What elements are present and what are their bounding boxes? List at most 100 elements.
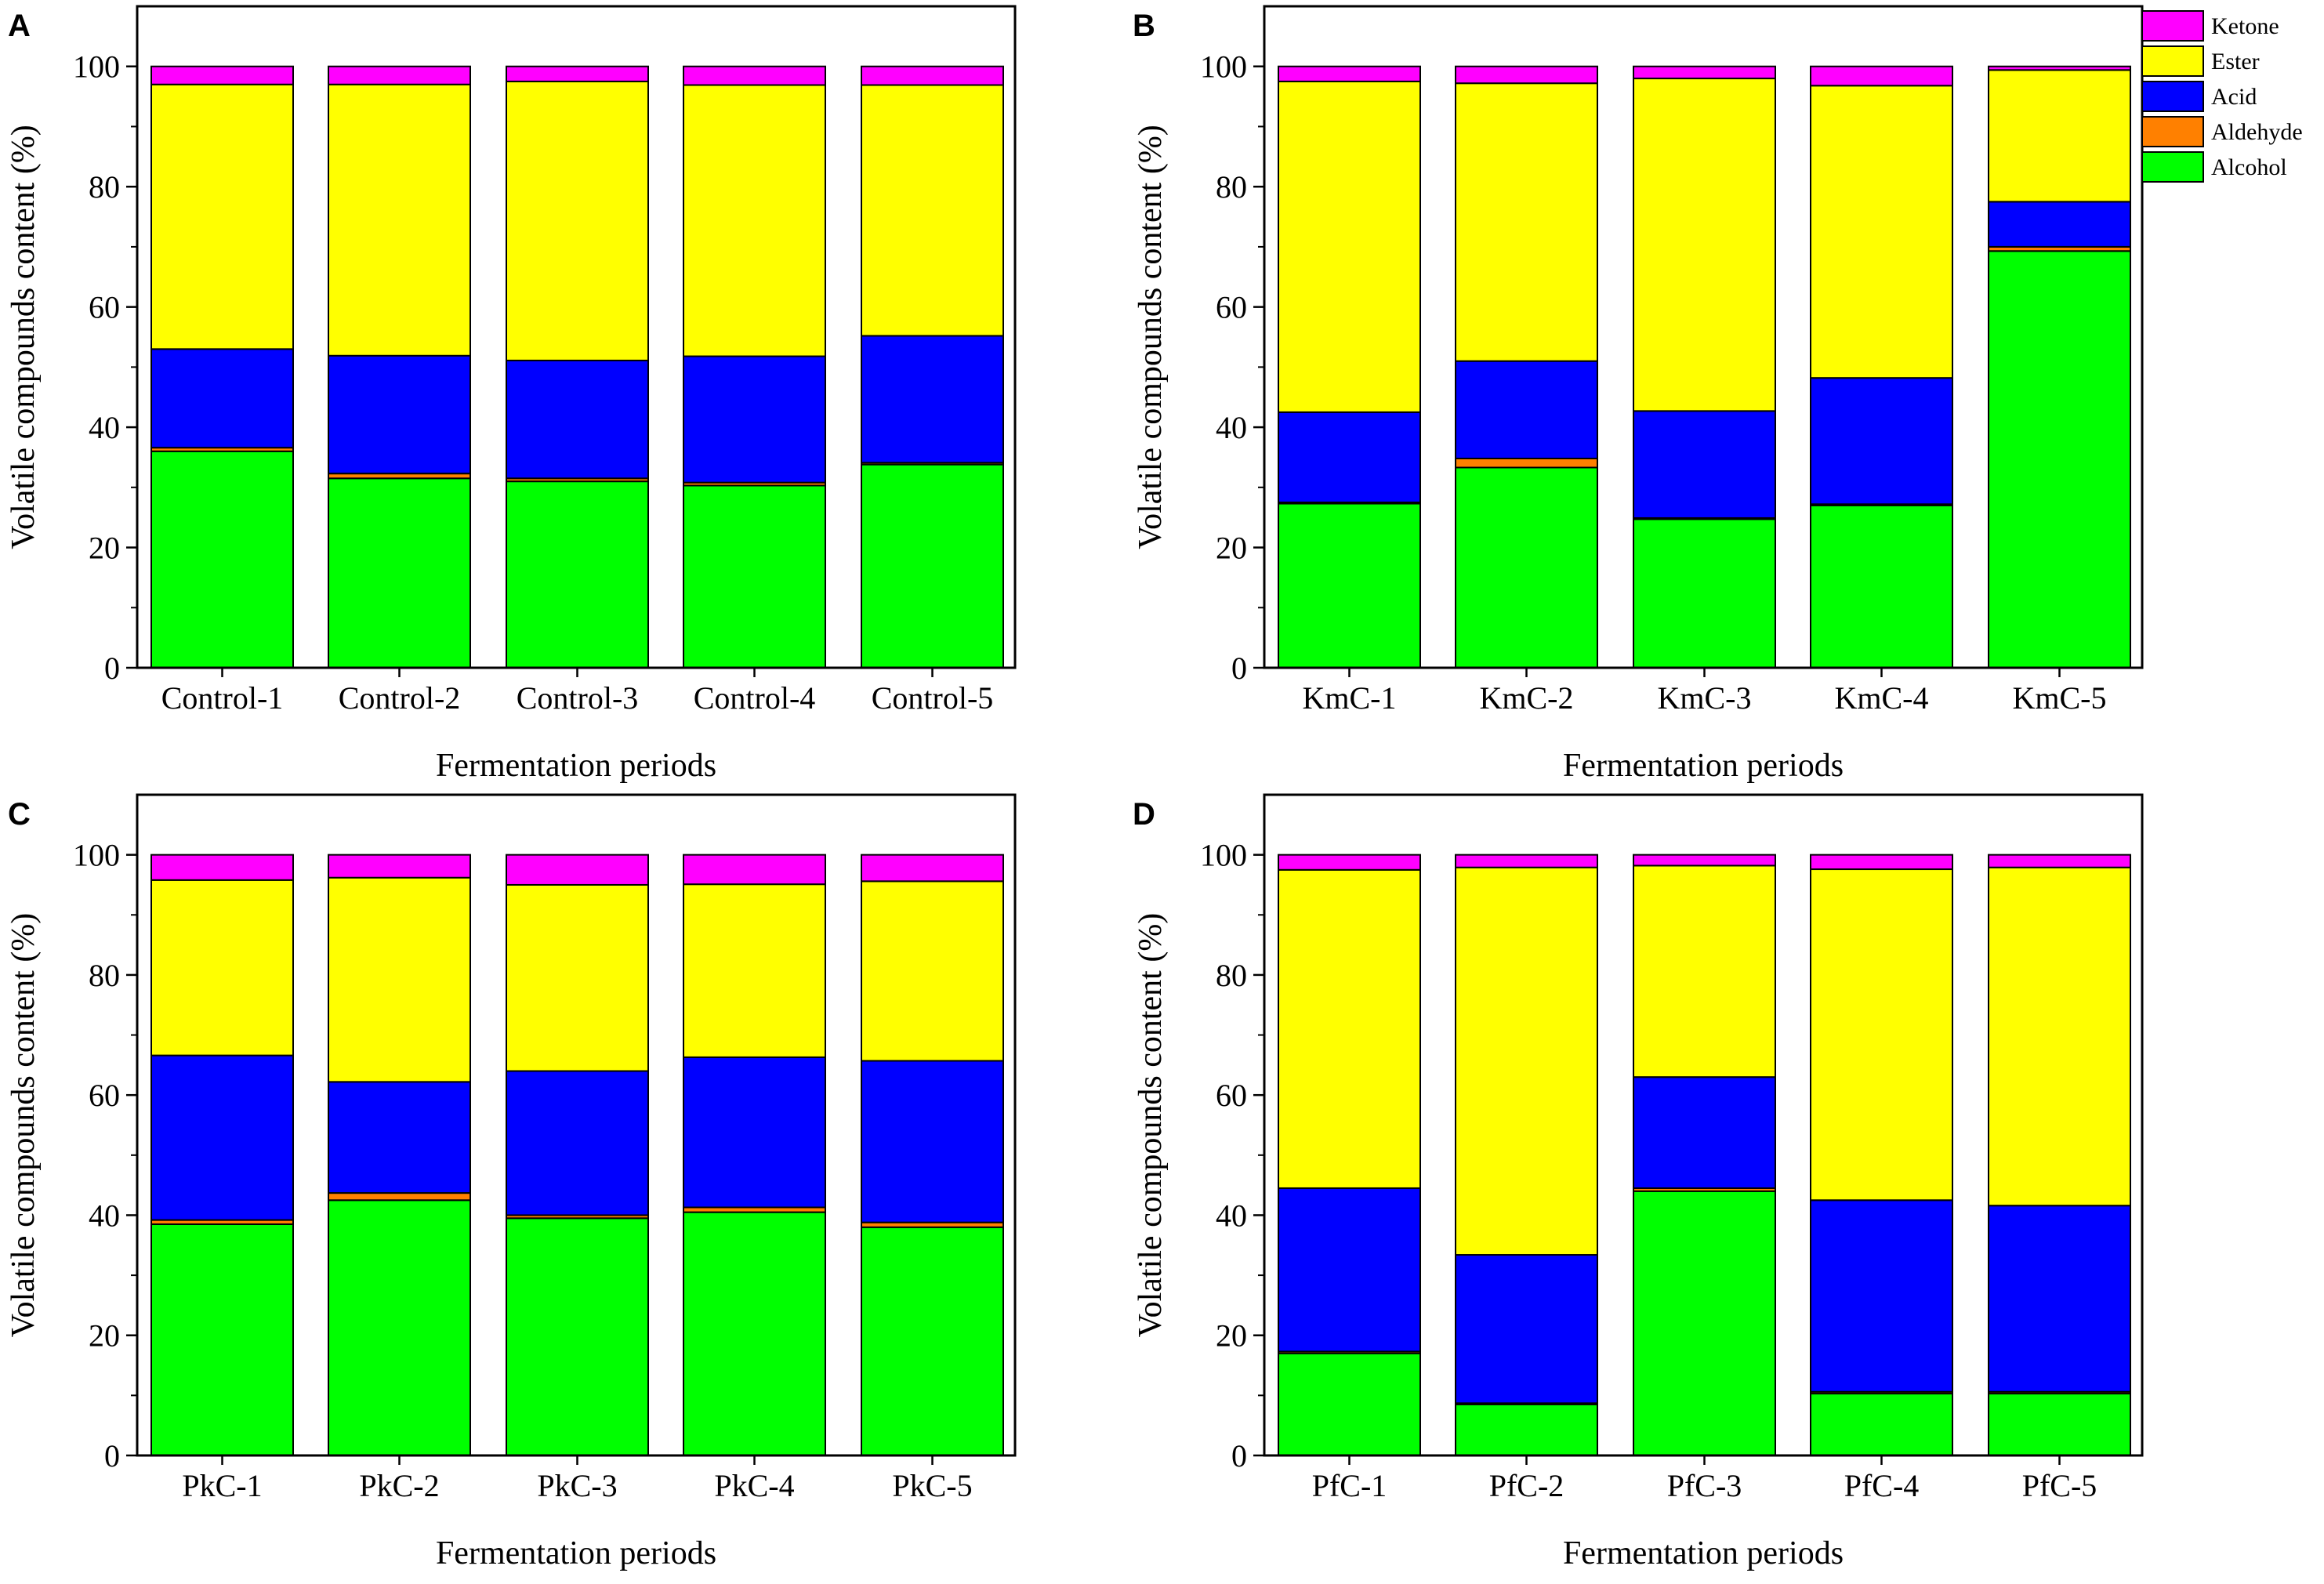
bar-segment-alcohol	[150, 450, 294, 669]
y-axis-title: Volatile compounds content (%)	[5, 125, 42, 549]
bar-segment-acid	[1278, 411, 1421, 504]
x-axis-title: Fermentation periods	[1563, 1535, 1844, 1571]
x-tick-label: KmC-4	[1835, 680, 1929, 716]
bar-segment-acid	[328, 354, 471, 475]
legend-label-ester: Ester	[2211, 49, 2260, 74]
legend-swatch-ester	[2141, 45, 2204, 77]
bar-segment-acid	[1988, 201, 2131, 248]
bar-segment-ester	[1633, 864, 1776, 1078]
y-tick-label: 0	[1231, 1438, 1247, 1473]
bar-segment-ester	[506, 883, 649, 1072]
bar-segment-alcohol	[1455, 466, 1598, 669]
bar-segment-acid	[683, 355, 826, 484]
bar-segment-ester	[1278, 80, 1421, 413]
bar-segment-ester	[1455, 866, 1598, 1256]
x-tick-label: PfC-2	[1489, 1468, 1564, 1503]
x-tick-label: PkC-1	[182, 1468, 262, 1503]
bar-segment-ester	[506, 80, 649, 361]
y-tick-label: 80	[89, 958, 120, 993]
panel-letter: C	[8, 797, 31, 832]
axes-frame	[1263, 5, 2144, 669]
chart-panel-a: A Control-1 Control-2 Control-3 Control-4 Con…	[5, 5, 1017, 784]
y-axis-title: Volatile compounds content (%)	[1133, 913, 1169, 1338]
x-tick-label: PfC-4	[1844, 1468, 1920, 1503]
bar-segment-alcohol	[1455, 1403, 1598, 1457]
bar-segment-acid	[1633, 1076, 1776, 1189]
bar-segment-acid	[150, 348, 294, 449]
bar-segment-alcohol	[683, 484, 826, 669]
bar-segment-ketone	[1455, 65, 1598, 85]
bar-segment-acid	[683, 1056, 826, 1209]
bar-segment-ketone	[861, 854, 1004, 883]
bar-segment-acid	[861, 335, 1004, 464]
x-tick-label: PkC-5	[892, 1468, 972, 1503]
bar-segment-ester	[328, 83, 471, 357]
x-tick-label: Control-2	[339, 680, 461, 716]
bar-segment-alcohol	[1633, 1190, 1776, 1457]
bar-segment-ketone	[1633, 65, 1776, 80]
axes-frame	[136, 793, 1017, 1457]
bar-segment-ketone	[328, 65, 471, 85]
bar-segment-ester	[861, 880, 1004, 1062]
x-tick-label: KmC-1	[1303, 680, 1397, 716]
x-tick-label: PfC-5	[2022, 1468, 2097, 1503]
legend-swatch-acid	[2141, 81, 2204, 112]
legend-label-aldehyde: Aldehyde	[2211, 119, 2303, 145]
y-tick-label: 100	[73, 49, 120, 85]
y-tick-label: 80	[1216, 958, 1247, 993]
bar-segment-acid	[328, 1081, 471, 1194]
bar-segment-alcohol	[861, 1226, 1004, 1457]
bar-segment-ketone	[861, 65, 1004, 86]
bar-segment-ketone	[683, 65, 826, 86]
y-tick-label: 20	[89, 531, 120, 566]
x-axis-title: Fermentation periods	[436, 1535, 716, 1571]
bar-segment-alcohol	[328, 1199, 471, 1456]
chart-panel-b: B KmC-1 KmC-2 KmC-3 KmC-4 KmC-5 0 20 40 60 80 100 Fe…	[1133, 5, 2144, 784]
bar-segment-acid	[1810, 377, 1953, 506]
bar-segment-ketone	[506, 854, 649, 886]
bar-segment-acid	[1455, 360, 1598, 459]
x-tick-label: Control-5	[872, 680, 994, 716]
bar-segment-acid	[1988, 1205, 2131, 1393]
x-tick-label: KmC-3	[1658, 680, 1752, 716]
bar-segment-ketone	[506, 65, 649, 82]
bar-segment-acid	[506, 1070, 649, 1216]
bar-segment-acid	[506, 359, 649, 480]
panel-letter: D	[1133, 797, 1155, 832]
bar-segment-alcohol	[861, 463, 1004, 669]
y-tick-label: 40	[89, 410, 120, 445]
legend-label-ketone: Ketone	[2211, 13, 2279, 39]
chart-panel-c: C PkC-1 PkC-2 PkC-3 PkC-4 PkC-5 0 20 40 60 80 100 Fe…	[5, 793, 1017, 1571]
bar-segment-acid	[1455, 1254, 1598, 1405]
bar-segment-ketone	[683, 854, 826, 886]
y-tick-label: 20	[1216, 531, 1247, 566]
y-tick-label: 60	[1216, 290, 1247, 325]
axes-frame	[136, 5, 1017, 669]
bar-segment-ketone	[1810, 65, 1953, 87]
y-tick-label: 40	[1216, 410, 1247, 445]
bar-segment-ester	[328, 876, 471, 1083]
y-tick-label: 40	[1216, 1198, 1247, 1233]
bar-segment-ester	[1988, 69, 2131, 203]
bar-segment-ester	[1810, 85, 1953, 379]
y-tick-label: 0	[1231, 651, 1247, 686]
bar-segment-alcohol	[328, 477, 471, 669]
bar-segment-alcohol	[1278, 502, 1421, 669]
bar-segment-alcohol	[1633, 518, 1776, 669]
bar-segment-ester	[150, 83, 294, 350]
legend-label-acid: Acid	[2211, 84, 2257, 110]
bar-segment-ketone	[150, 65, 294, 85]
x-tick-label: PfC-3	[1667, 1468, 1742, 1503]
y-tick-label: 80	[89, 169, 120, 205]
bar-segment-alcohol	[1988, 250, 2131, 669]
bar-segment-ester	[861, 84, 1004, 337]
legend-swatch-ketone	[2141, 10, 2204, 42]
bar-segment-ketone	[1988, 65, 2131, 71]
x-tick-label: KmC-5	[2013, 680, 2107, 716]
y-tick-label: 60	[89, 1078, 120, 1113]
x-tick-label: PkC-3	[537, 1468, 617, 1503]
legend-swatch-alcohol	[2141, 151, 2204, 183]
x-tick-label: Control-4	[694, 680, 816, 716]
x-tick-label: PkC-2	[359, 1468, 439, 1503]
